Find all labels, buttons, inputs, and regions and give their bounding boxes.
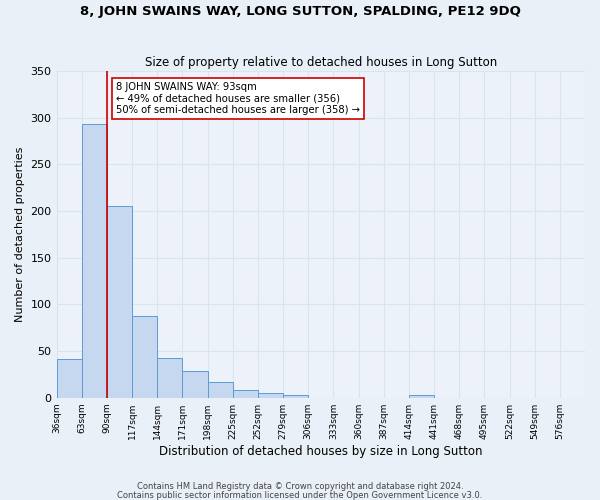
Bar: [283, 395, 308, 398]
Bar: [56, 360, 82, 398]
Bar: [82, 124, 107, 398]
Bar: [157, 358, 182, 398]
Bar: [208, 382, 233, 398]
Bar: [107, 206, 132, 398]
Bar: [233, 390, 258, 398]
Bar: [409, 395, 434, 398]
Bar: [258, 393, 283, 398]
Text: Contains public sector information licensed under the Open Government Licence v3: Contains public sector information licen…: [118, 490, 482, 500]
Bar: [132, 316, 157, 398]
Text: Contains HM Land Registry data © Crown copyright and database right 2024.: Contains HM Land Registry data © Crown c…: [137, 482, 463, 491]
Text: 8, JOHN SWAINS WAY, LONG SUTTON, SPALDING, PE12 9DQ: 8, JOHN SWAINS WAY, LONG SUTTON, SPALDIN…: [80, 5, 520, 18]
Title: Size of property relative to detached houses in Long Sutton: Size of property relative to detached ho…: [145, 56, 497, 68]
Text: 8 JOHN SWAINS WAY: 93sqm
← 49% of detached houses are smaller (356)
50% of semi-: 8 JOHN SWAINS WAY: 93sqm ← 49% of detach…: [116, 82, 360, 116]
X-axis label: Distribution of detached houses by size in Long Sutton: Distribution of detached houses by size …: [159, 444, 482, 458]
Bar: [182, 370, 208, 398]
Y-axis label: Number of detached properties: Number of detached properties: [15, 146, 25, 322]
